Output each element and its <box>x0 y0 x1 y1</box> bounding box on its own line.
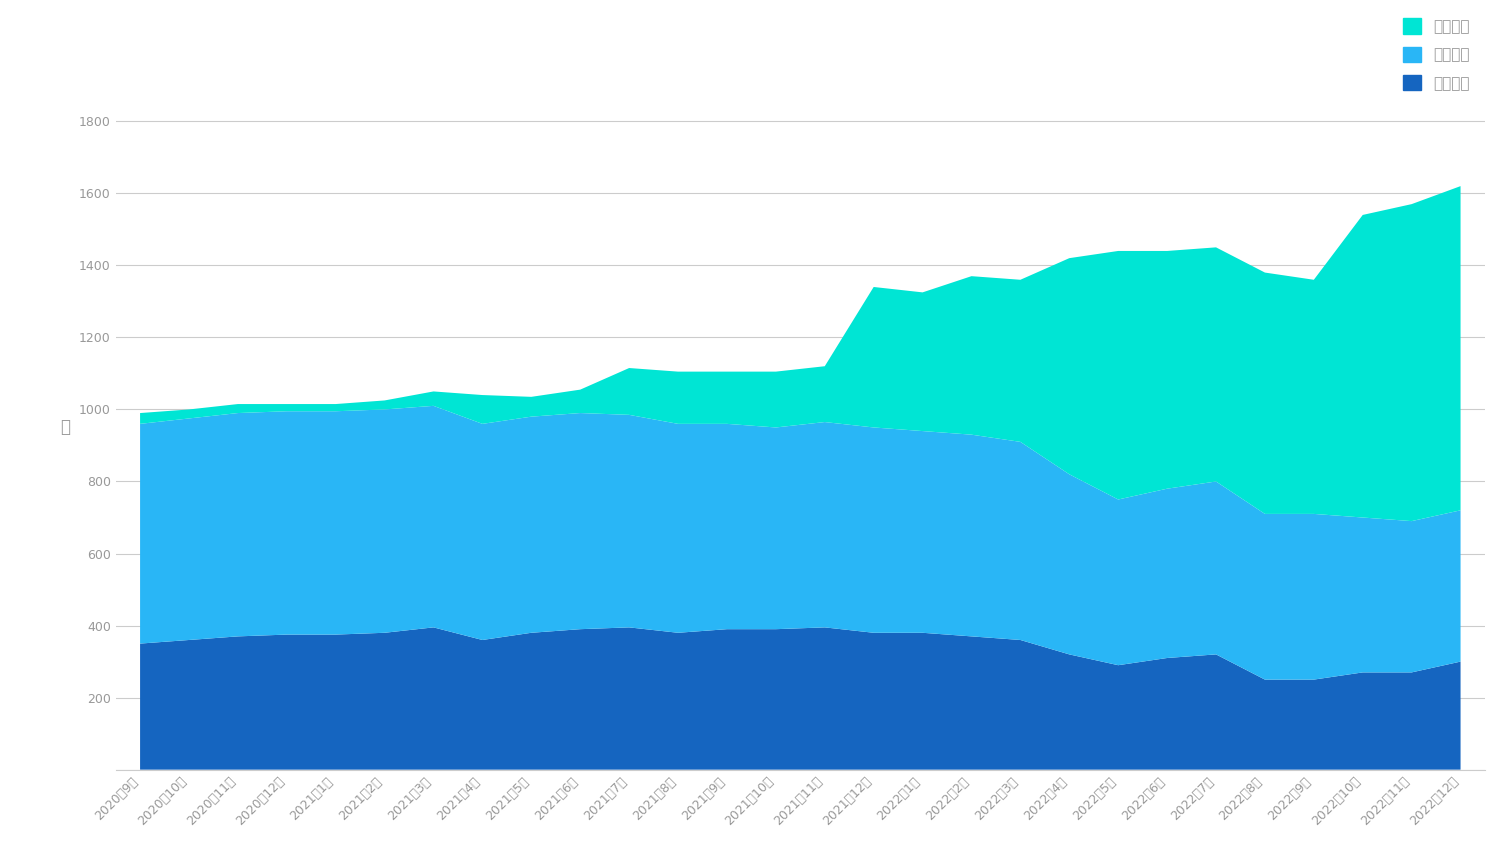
Y-axis label: 万: 万 <box>60 418 70 437</box>
Legend: 投資合計, 保険合計, 現金合計: 投資合計, 保険合計, 現金合計 <box>1395 11 1478 99</box>
